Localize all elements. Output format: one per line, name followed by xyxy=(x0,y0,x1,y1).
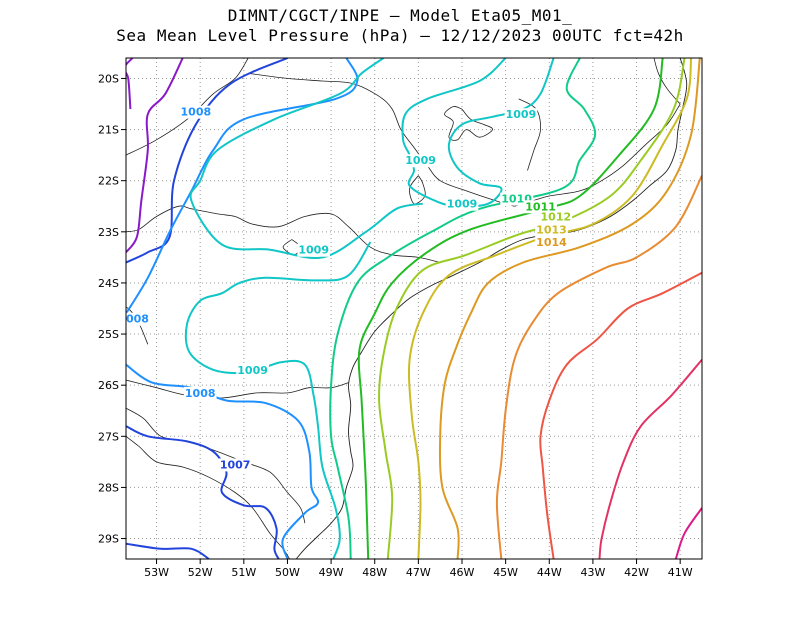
state-border xyxy=(126,379,349,399)
isobar-1018 xyxy=(674,507,702,559)
y-tick-label: 25S xyxy=(98,328,119,341)
isobar-label: 1009 xyxy=(298,244,329,257)
isobar-label-bg xyxy=(539,210,573,224)
isobar-label: 1011 xyxy=(525,200,556,213)
x-tick-label: 41W xyxy=(668,566,693,579)
isobar-1009 xyxy=(189,58,423,260)
y-tick-label: 29S xyxy=(98,533,119,546)
isobars xyxy=(126,58,702,559)
isobar-1006 xyxy=(126,58,184,253)
isobar-label: 008 xyxy=(126,313,149,326)
isobar-label-bg xyxy=(236,363,269,377)
state-border xyxy=(126,205,441,263)
state-border xyxy=(653,58,681,105)
isobar-label-bg xyxy=(125,312,150,326)
isobar-1007 xyxy=(126,425,280,559)
isobar-label: 1008 xyxy=(181,106,212,119)
isobar-label-bg xyxy=(297,243,330,257)
y-tick-label: 20S xyxy=(98,72,119,85)
political-borders xyxy=(126,58,688,559)
isobar-label-bg xyxy=(183,386,217,400)
reservoir-outline xyxy=(444,106,493,141)
coastline xyxy=(295,58,688,559)
isobar-label-bg xyxy=(445,197,479,211)
isobar-label: 1012 xyxy=(541,210,572,223)
x-tick-label: 52W xyxy=(188,566,213,579)
isobar-label: 1009 xyxy=(237,364,268,377)
isobar-1007 xyxy=(126,58,288,264)
isobar-1013 xyxy=(407,58,693,559)
isobar-1017 xyxy=(598,358,702,559)
isobar-1016 xyxy=(539,271,702,559)
y-tick-label: 24S xyxy=(98,277,119,290)
isobar-label: 1009 xyxy=(447,198,478,211)
y-tick-label: 26S xyxy=(98,379,119,392)
map-frame xyxy=(125,57,703,560)
isobar-1007 xyxy=(126,542,210,559)
isobar-1008 xyxy=(126,58,359,315)
isobar-label-bg xyxy=(179,105,213,119)
axis-ticks: 53W 52W 51W 50W 49W 48W 47W 46W 45W 44W 43W 42W 41W 2… xyxy=(98,72,693,579)
reservoir-outline xyxy=(409,175,426,205)
isobar-1012 xyxy=(378,58,686,559)
isobar-label-bg xyxy=(218,458,252,472)
x-tick-label: 51W xyxy=(231,566,256,579)
state-border xyxy=(514,103,681,207)
title-line-2: Sea Mean Level Pressure (hPa) – 12/12/20… xyxy=(116,26,684,45)
isobar-label-bg xyxy=(535,236,569,250)
isobar-label: 1007 xyxy=(220,458,251,471)
isobar-label: 1009 xyxy=(506,108,537,121)
isobar-label: 1008 xyxy=(185,387,216,400)
x-tick-label: 53W xyxy=(144,566,169,579)
isobar-1015 xyxy=(495,175,702,559)
y-tick-label: 22S xyxy=(98,175,119,188)
x-tick-label: 46W xyxy=(450,566,475,579)
x-tick-label: 45W xyxy=(493,566,518,579)
state-border xyxy=(126,435,290,559)
isobar-1010 xyxy=(329,58,597,559)
isobar-1009 xyxy=(401,58,555,208)
isobar-1011 xyxy=(357,58,664,559)
lat-lon-grid xyxy=(126,58,702,559)
y-tick-label: 27S xyxy=(98,430,119,443)
isobar-1006 xyxy=(126,58,134,110)
y-tick-label: 28S xyxy=(98,481,119,494)
isobar-label: 1013 xyxy=(536,223,567,236)
isobar-label: 1014 xyxy=(536,236,567,249)
y-tick-label: 21S xyxy=(98,124,119,137)
title-line-1: DIMNT/CGCT/INPE – Model Eta05_M01_ xyxy=(227,6,573,25)
isobar-1014 xyxy=(438,58,701,559)
x-tick-label: 42W xyxy=(624,566,649,579)
isobar-label-bg xyxy=(535,223,568,237)
isobar-label-bg xyxy=(504,108,538,122)
x-tick-label: 49W xyxy=(319,566,344,579)
x-tick-label: 48W xyxy=(362,566,387,579)
state-border xyxy=(248,72,515,207)
state-border xyxy=(126,407,306,524)
isobar-label-bg xyxy=(404,154,437,168)
isobar-label-bg xyxy=(524,200,557,214)
isobar-label: 1009 xyxy=(405,154,436,167)
y-tick-label: 23S xyxy=(98,226,119,239)
x-tick-label: 43W xyxy=(580,566,605,579)
x-tick-label: 44W xyxy=(537,566,562,579)
isobar-1009 xyxy=(184,241,372,559)
x-tick-label: 47W xyxy=(406,566,431,579)
x-tick-label: 50W xyxy=(275,566,300,579)
